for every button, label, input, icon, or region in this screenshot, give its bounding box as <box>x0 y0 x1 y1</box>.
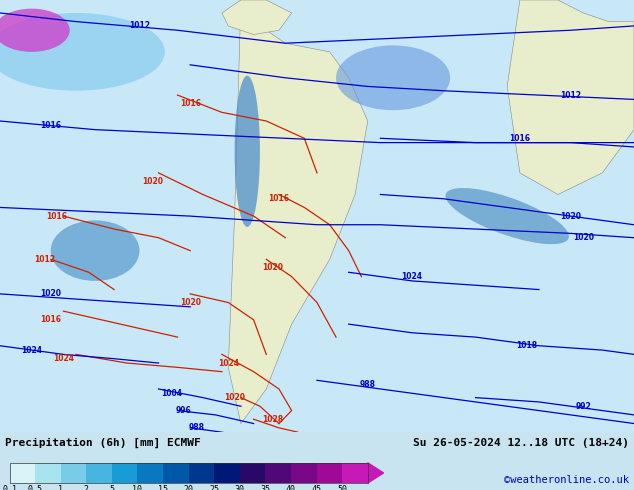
Text: 10: 10 <box>133 486 143 490</box>
Polygon shape <box>228 0 368 423</box>
Text: 992: 992 <box>576 402 591 411</box>
Text: 1: 1 <box>58 486 63 490</box>
Bar <box>10 463 368 483</box>
Ellipse shape <box>0 13 165 91</box>
Bar <box>342 463 368 483</box>
Text: 1024: 1024 <box>21 345 42 355</box>
Text: 40: 40 <box>286 486 296 490</box>
Text: 1028: 1028 <box>262 415 283 424</box>
Bar <box>112 463 138 483</box>
Bar <box>86 463 112 483</box>
Text: 20: 20 <box>184 486 193 490</box>
Text: 1016: 1016 <box>40 121 61 130</box>
Ellipse shape <box>235 75 260 227</box>
Text: 1020: 1020 <box>224 393 245 402</box>
Polygon shape <box>368 463 384 483</box>
Ellipse shape <box>0 9 70 52</box>
Text: 1020: 1020 <box>40 290 61 298</box>
Text: 1012: 1012 <box>560 91 581 99</box>
Text: 45: 45 <box>311 486 321 490</box>
Polygon shape <box>507 0 634 195</box>
Bar <box>163 463 189 483</box>
Text: 2: 2 <box>84 486 89 490</box>
Text: 35: 35 <box>261 486 270 490</box>
Text: 1016: 1016 <box>509 134 531 143</box>
Text: Su 26-05-2024 12..18 UTC (18+24): Su 26-05-2024 12..18 UTC (18+24) <box>413 438 629 448</box>
Ellipse shape <box>51 220 139 281</box>
Bar <box>10 463 35 483</box>
Text: 996: 996 <box>176 406 191 415</box>
Bar <box>214 463 240 483</box>
Text: 15: 15 <box>158 486 168 490</box>
Text: 0.1: 0.1 <box>2 486 17 490</box>
Text: 1020: 1020 <box>141 177 163 186</box>
Bar <box>138 463 163 483</box>
Text: 1024: 1024 <box>53 354 74 363</box>
Text: 1020: 1020 <box>179 298 201 307</box>
Bar <box>316 463 342 483</box>
Text: 1024: 1024 <box>401 272 423 281</box>
Ellipse shape <box>446 188 569 244</box>
Bar <box>291 463 316 483</box>
Text: 988: 988 <box>188 423 205 432</box>
Text: 1024: 1024 <box>217 359 239 368</box>
Text: 0.5: 0.5 <box>28 486 42 490</box>
Text: 30: 30 <box>235 486 245 490</box>
Text: 50: 50 <box>337 486 347 490</box>
Text: 1012: 1012 <box>129 22 150 30</box>
Text: 1016: 1016 <box>179 99 201 108</box>
Bar <box>189 463 214 483</box>
Bar <box>61 463 86 483</box>
Bar <box>266 463 291 483</box>
Polygon shape <box>222 0 292 35</box>
Text: Precipitation (6h) [mm] ECMWF: Precipitation (6h) [mm] ECMWF <box>5 438 201 448</box>
Text: 1016: 1016 <box>40 315 61 324</box>
Text: ©weatheronline.co.uk: ©weatheronline.co.uk <box>504 475 629 486</box>
Text: 988: 988 <box>359 380 376 389</box>
Bar <box>35 463 61 483</box>
Text: 5: 5 <box>109 486 114 490</box>
Text: 25: 25 <box>209 486 219 490</box>
Text: 1016: 1016 <box>46 212 68 220</box>
Bar <box>240 463 266 483</box>
Text: 1020: 1020 <box>560 212 581 220</box>
Text: 1016: 1016 <box>268 195 290 203</box>
Text: 1004: 1004 <box>160 389 182 398</box>
Text: 1020: 1020 <box>262 264 283 272</box>
Text: 1012: 1012 <box>34 255 55 264</box>
Ellipse shape <box>336 46 450 110</box>
Text: 1020: 1020 <box>573 233 594 242</box>
Text: 1018: 1018 <box>515 341 537 350</box>
